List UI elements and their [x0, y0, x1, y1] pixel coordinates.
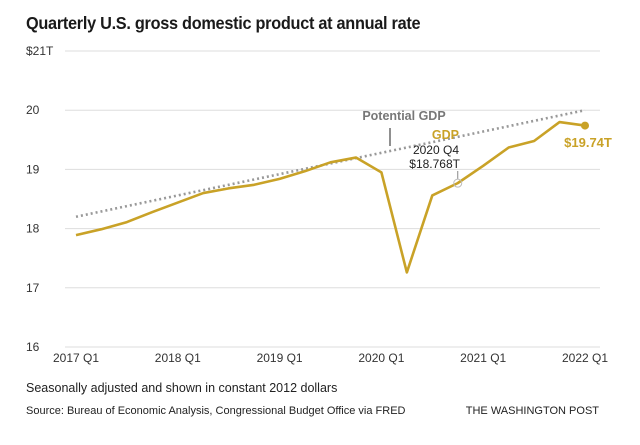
y-tick-label: $21T: [26, 44, 54, 58]
callout-period: 2020 Q4: [413, 143, 459, 157]
x-tick-label: 2018 Q1: [155, 351, 201, 365]
y-tick-label: 16: [26, 340, 40, 354]
source-line: Source: Bureau of Economic Analysis, Con…: [26, 405, 406, 417]
x-tick-label: 2022 Q1: [562, 351, 608, 365]
gdp-line: [75, 120, 586, 274]
y-tick-label: 19: [26, 162, 40, 176]
end-value-label: $19.74T: [564, 135, 612, 150]
y-tick-label: 20: [26, 103, 40, 117]
callout-marker: [453, 178, 463, 188]
y-axis-ticks: $21T 20 19 18 17 16: [26, 44, 54, 354]
chart-title: Quarterly U.S. gross domestic product at…: [26, 13, 421, 33]
chart-note: Seasonally adjusted and shown in constan…: [26, 381, 338, 395]
x-tick-label: 2021 Q1: [460, 351, 506, 365]
gdp-end-dot: [581, 121, 589, 130]
y-tick-label: 17: [26, 281, 40, 295]
x-tick-label: 2020 Q1: [358, 351, 404, 365]
potential-gdp-label: Potential GDP: [362, 109, 445, 123]
x-axis-ticks: 2017 Q1 2018 Q1 2019 Q1 2020 Q1 2021 Q1 2022 …: [53, 351, 608, 365]
y-tick-label: 18: [26, 222, 40, 236]
series-lines: [75, 108, 589, 274]
publisher-credit: THE WASHINGTON POST: [465, 405, 599, 417]
gdp-series-label: GDP: [432, 128, 459, 142]
callout-value: $18.768T: [409, 157, 460, 171]
x-tick-label: 2017 Q1: [53, 351, 99, 365]
gridlines: [65, 50, 600, 348]
x-tick-label: 2019 Q1: [257, 351, 303, 365]
